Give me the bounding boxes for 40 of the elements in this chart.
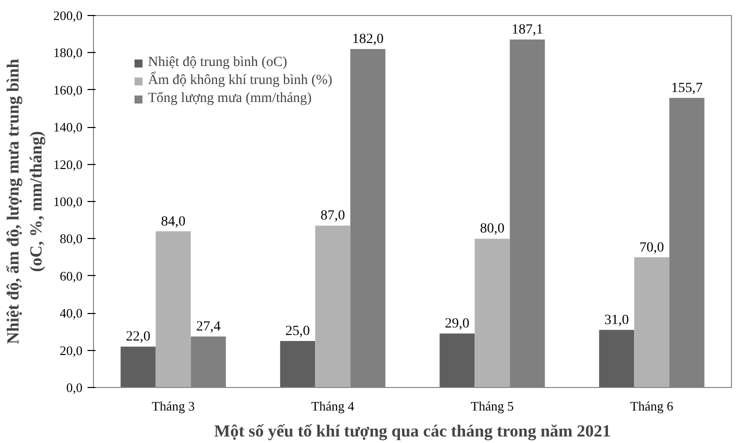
y-tick-label: 120,0 — [53, 156, 82, 172]
y-tick-label: 160,0 — [53, 82, 82, 98]
y-tick-label: 20,0 — [60, 342, 82, 358]
bar — [634, 257, 670, 388]
bar — [440, 334, 475, 388]
data-label: 155,7 — [671, 80, 703, 96]
legend-label: Nhiệt độ trung bình (oC) — [148, 55, 288, 71]
y-tick-label: 180,0 — [53, 45, 82, 60]
y-tick-label: 100,0 — [53, 194, 82, 209]
y-tick-label: 200,0 — [53, 8, 82, 23]
x-tick-label: Tháng 6 — [630, 398, 674, 414]
y-axis-title: Nhiệt độ, ẩm độ, lượng mưa trung bình (oC, %, mm/tháng) — [3, 58, 46, 344]
y-tick-label: 40,0 — [60, 306, 82, 321]
y-tick-label: 60,0 — [60, 268, 82, 284]
data-label: 70,0 — [640, 240, 664, 256]
bar — [315, 226, 350, 388]
legend-label: Ẩm độ không khí trung bình (%) — [148, 73, 332, 89]
x-axis-title: Một số yếu tố khí tượng qua các tháng trong năm 2021 — [214, 422, 611, 440]
legend-label: Tổng lượng mưa (mm/tháng) — [148, 91, 312, 107]
data-label: 22,0 — [126, 330, 150, 345]
y-tick-label: 0,0 — [66, 380, 82, 395]
x-tick-label: Tháng 3 — [152, 398, 195, 414]
data-label: 31,0 — [604, 312, 629, 328]
data-label: 80,0 — [480, 222, 504, 237]
bar — [156, 231, 191, 388]
y-tick-label: 140,0 — [53, 120, 82, 135]
y-tick-label: 80,0 — [60, 231, 82, 246]
data-label: 84,0 — [161, 214, 186, 230]
data-label: 25,0 — [285, 324, 310, 339]
data-label: 187,1 — [512, 22, 544, 38]
x-tick-label: Tháng 5 — [470, 398, 514, 414]
data-label: 27,4 — [196, 320, 221, 335]
bar — [280, 341, 316, 388]
bar — [599, 330, 634, 388]
bar — [120, 346, 156, 388]
bar — [474, 238, 510, 388]
data-label: 87,0 — [320, 208, 345, 224]
data-label: 29,0 — [444, 316, 470, 332]
x-tick-label: Tháng 4 — [311, 398, 355, 414]
data-label: 182,0 — [352, 32, 384, 47]
